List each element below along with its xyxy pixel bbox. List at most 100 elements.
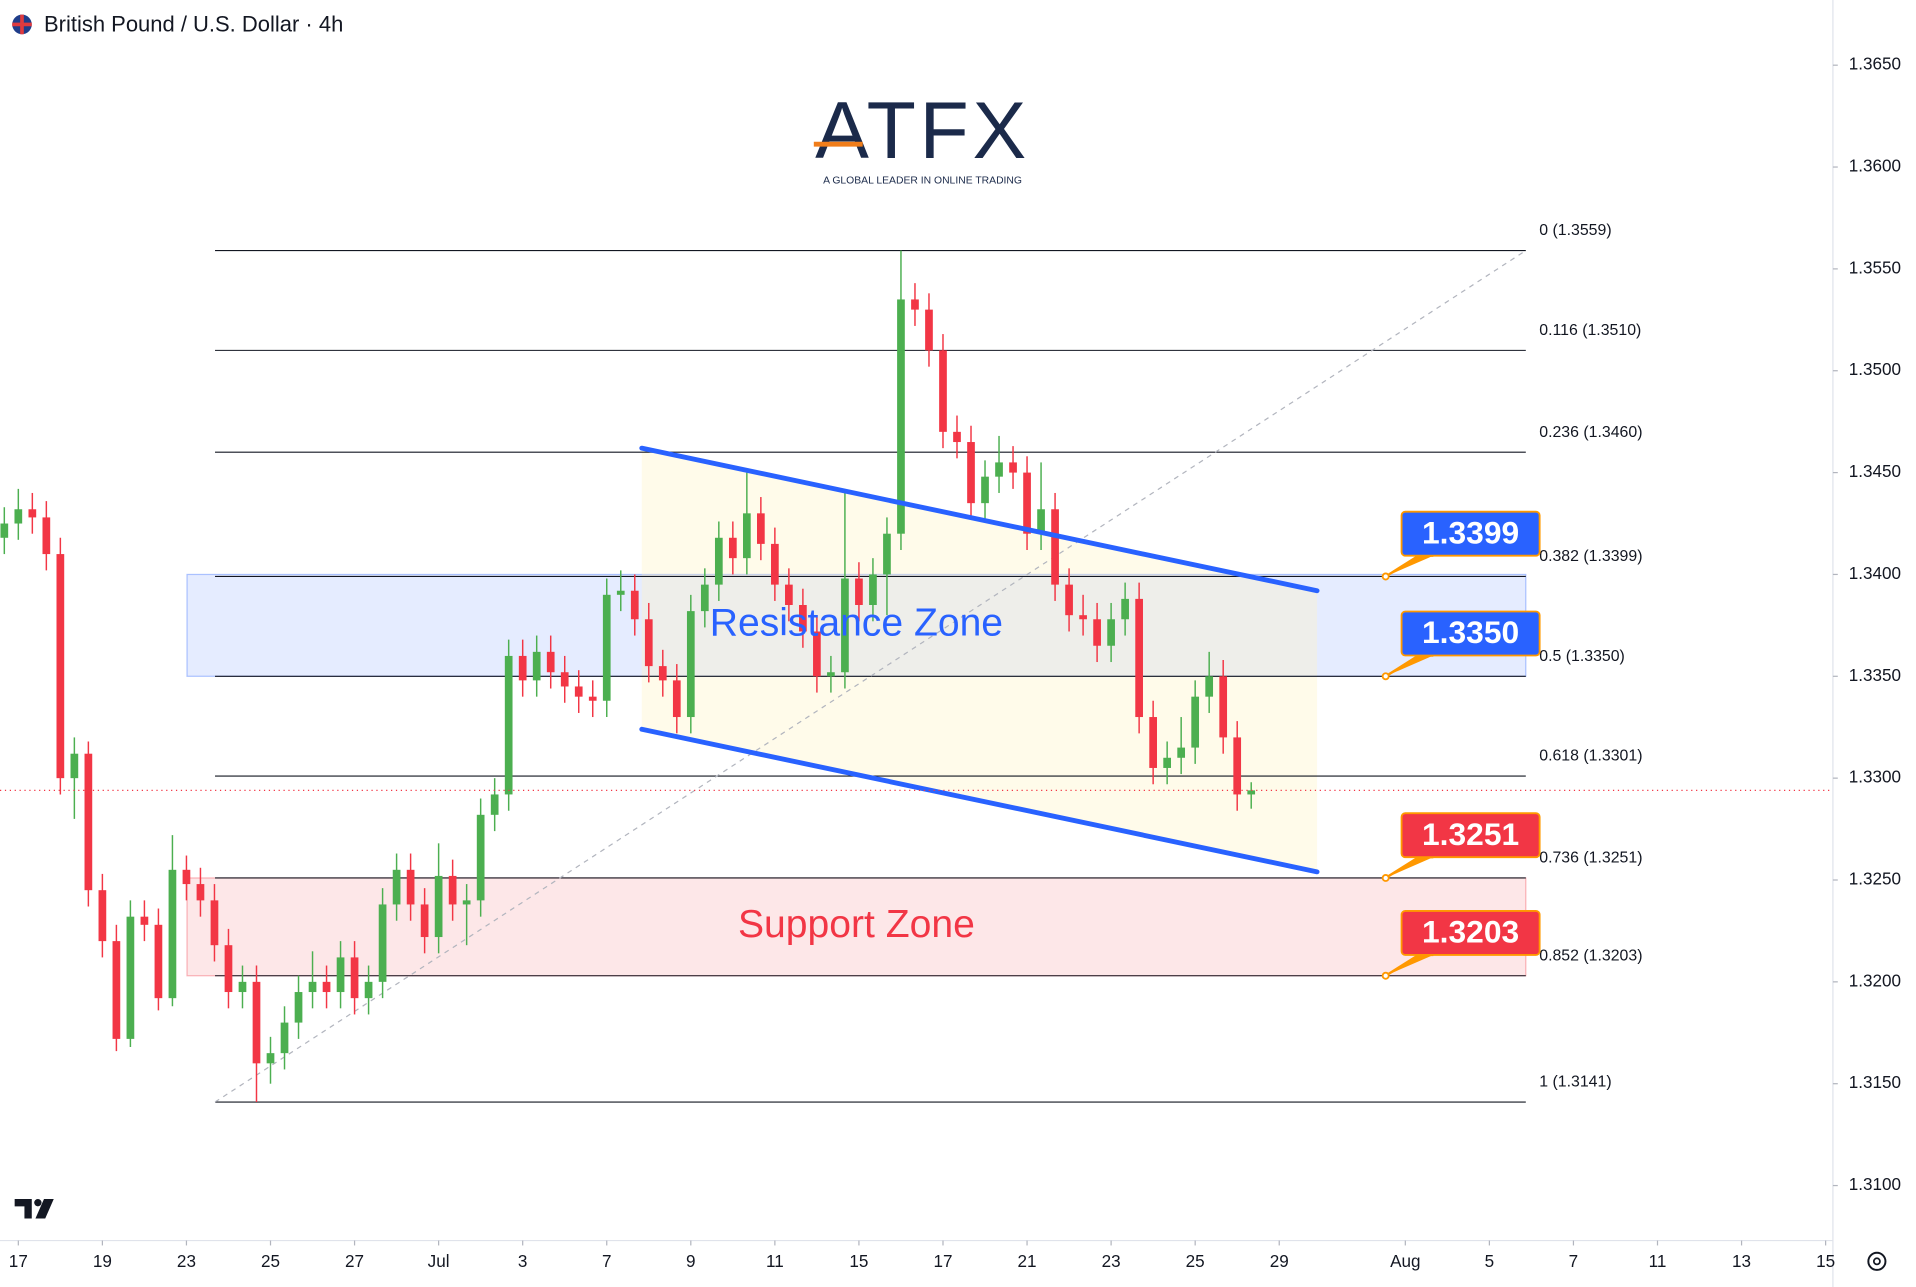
x-tick-label: 13 [1732,1252,1751,1271]
candle-body [869,574,877,605]
y-tick-label: 1.3500 [1849,360,1901,379]
candle-body [322,981,331,993]
y-tick-label: 1.3650 [1849,55,1901,74]
y-tick-label: 1.3100 [1849,1175,1901,1194]
candle-body [406,869,415,905]
candle-body [1023,472,1031,534]
fib-level-label: 1 (1.3141) [1539,1074,1611,1091]
candle-body [841,578,849,673]
candle-body [1205,676,1214,697]
candle-body [742,513,751,559]
candle-body [364,981,373,999]
x-tick-label: Jul [428,1252,450,1271]
candle-body [714,537,723,585]
x-tick-label: 11 [1649,1252,1667,1271]
candle-body [546,651,555,673]
candle-body [490,794,499,815]
y-tick-label: 1.3550 [1849,258,1901,277]
candle-body [56,554,65,779]
x-tick-label: 9 [686,1252,696,1271]
candle-body [658,666,667,681]
candle-body [154,924,163,999]
candle-body [1009,462,1017,473]
price-tag-anchor [1381,672,1390,681]
candle-body [630,590,639,620]
candle-body [813,631,821,677]
fib-level-label: 0.382 (1.3399) [1539,548,1642,565]
candle-body [728,537,737,559]
channel-line [639,445,1320,594]
fib-level-label: 0.852 (1.3203) [1539,947,1642,964]
plot-back [186,250,1527,1103]
y-tick-label: 1.3300 [1849,768,1901,787]
logo-name: ATFX [815,86,1030,176]
candle-body [588,696,597,701]
x-tick-label: 7 [602,1252,612,1271]
candle-body [98,890,107,942]
candle-body [1065,584,1073,616]
y-tick-label: 1.3200 [1849,971,1901,990]
x-tick-label: 19 [93,1252,112,1271]
settings-icon[interactable] [1867,1251,1887,1271]
candle-body [981,476,989,504]
candle-body [686,611,695,718]
symbol-flag [12,14,32,35]
candle-body [897,299,905,534]
price-tag-label: 1.3350 [1422,614,1519,650]
candle-body [1093,619,1101,646]
price-tag-anchor [1381,873,1390,882]
price-tag-anchor [1381,572,1390,581]
candle-body [420,904,429,938]
tradingview-logo [14,1199,54,1219]
candle-body [196,884,205,901]
x-tick-label: 15 [849,1252,868,1271]
x-tick-label: 7 [1569,1252,1579,1271]
candle-body [799,605,807,632]
candle-body [1037,509,1045,534]
candle-body [644,619,653,667]
candle-body [434,875,443,938]
candle-body [1079,615,1087,620]
candle-body [771,543,779,585]
candle-body [939,350,947,432]
candle-body [855,578,863,605]
fib-level-label: 0 (1.3559) [1539,222,1611,239]
candle-body [1177,747,1186,758]
candle-body [126,916,135,1039]
candle-body [378,904,387,982]
candle-body [294,992,303,1023]
candle-body [925,309,933,351]
candle-body [700,584,709,612]
x-tick-label: 17 [9,1252,28,1271]
candle-body [42,517,51,555]
candle-body [252,981,261,1064]
price-tag-box [1400,510,1541,557]
candle-body [672,680,681,718]
x-tick-label: 17 [933,1252,952,1271]
fib-level-label: 0.618 (1.3301) [1539,748,1642,765]
candle-body [1051,509,1059,585]
candle-body [462,900,471,905]
candle-body [602,594,611,701]
candle-body [238,981,247,993]
x-tick-label: 29 [1270,1252,1289,1271]
x-tick-label: 23 [177,1252,196,1271]
plot-annotations: 0 (1.3559) 0.116 (1.3510) 0.236 (1.3460) 0.… [0,222,1833,1091]
x-tick-label: 5 [1485,1252,1495,1271]
candle-body [1219,676,1228,738]
x-tick-label: 21 [1018,1252,1037,1271]
candle-body [560,672,569,687]
logo-tagline: A GLOBAL LEADER IN ONLINE TRADING [823,176,1022,187]
y-tick-label: 1.3150 [1849,1073,1901,1092]
candle-body [995,462,1003,477]
candle-body [883,533,891,575]
price-tag-label: 1.3399 [1422,514,1519,550]
candle-body [336,957,345,993]
y-tick-label: 1.3400 [1849,564,1901,583]
candle-body [827,672,835,677]
candle-body [280,1022,289,1054]
candle-body [574,686,583,697]
candle-body [84,753,93,891]
